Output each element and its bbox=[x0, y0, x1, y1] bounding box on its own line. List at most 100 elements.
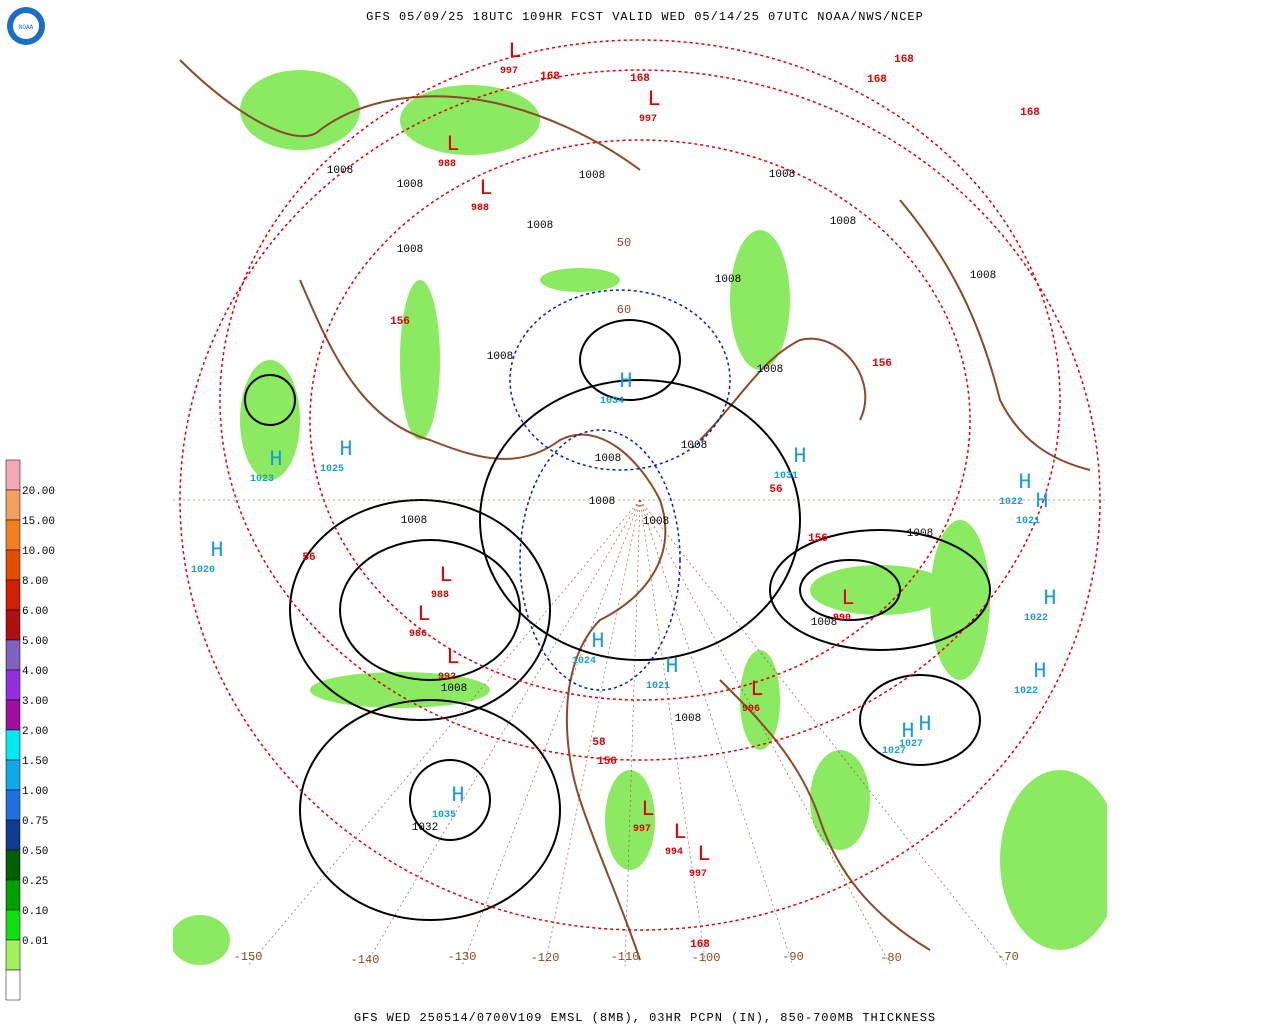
low-center: L bbox=[697, 842, 710, 867]
isobar-label: 1008 bbox=[441, 683, 467, 695]
legend-label: 5.00 bbox=[22, 636, 48, 648]
low-value: 997 bbox=[689, 869, 707, 880]
isobar-label: 1008 bbox=[715, 274, 741, 286]
thickness-label: 156 bbox=[597, 756, 617, 768]
high-value: 1027 bbox=[899, 739, 923, 750]
high-value: 1023 bbox=[250, 474, 274, 485]
isobar-label: 1008 bbox=[681, 440, 707, 452]
high-center: H bbox=[1018, 470, 1031, 495]
footer: GFS WED 250514/0700V109 EMSL (8MB), 03HR… bbox=[354, 1011, 936, 1024]
high-value: 1021 bbox=[1016, 516, 1040, 527]
thickness-label: 168 bbox=[630, 73, 650, 85]
graticule bbox=[173, 499, 1107, 966]
legend-swatch bbox=[5, 879, 21, 911]
isobar-label: 1008 bbox=[579, 170, 605, 182]
high-center: H bbox=[1033, 659, 1046, 684]
legend-label: 0.50 bbox=[22, 846, 48, 858]
low-value: 988 bbox=[438, 159, 456, 170]
legend-label: 3.00 bbox=[22, 696, 48, 708]
low-center: L bbox=[641, 797, 654, 822]
legend-swatch bbox=[5, 759, 21, 791]
legend-label: 0.75 bbox=[22, 816, 48, 828]
low-value: 997 bbox=[639, 114, 657, 125]
isobars bbox=[244, 319, 991, 921]
high-value: 1022 bbox=[999, 497, 1023, 508]
legend-label: 8.00 bbox=[22, 576, 48, 588]
high-center: H bbox=[619, 369, 632, 394]
low-center: L bbox=[446, 132, 459, 157]
legend-label: 0.01 bbox=[22, 936, 49, 948]
thickness-label: 56 bbox=[769, 484, 782, 496]
longitude-label: -110 bbox=[611, 950, 640, 964]
legend-label: 15.00 bbox=[22, 516, 55, 528]
legend-swatch bbox=[5, 579, 21, 611]
legend-swatch bbox=[5, 459, 21, 491]
legend-swatch bbox=[5, 489, 21, 521]
isobar-label: 1008 bbox=[970, 270, 996, 282]
low-center: L bbox=[750, 677, 763, 702]
precip bbox=[173, 70, 1107, 965]
low-center: L bbox=[673, 820, 686, 845]
longitude-label: -80 bbox=[880, 951, 902, 965]
isobar-label: 1032 bbox=[412, 822, 438, 834]
legend-label: 1.00 bbox=[22, 786, 48, 798]
legend-label: 4.00 bbox=[22, 666, 48, 678]
thickness-label: 156 bbox=[872, 358, 892, 370]
thickness-label: 168 bbox=[867, 74, 887, 86]
isobar-label: 1008 bbox=[327, 165, 353, 177]
longitude-label: -120 bbox=[531, 951, 560, 965]
high-value: 1022 bbox=[1014, 686, 1038, 697]
high-center: H bbox=[918, 712, 931, 737]
legend-swatch bbox=[5, 909, 21, 941]
legend-label: 20.00 bbox=[22, 486, 55, 498]
legend-swatch bbox=[5, 789, 21, 821]
legend-label: 10.00 bbox=[22, 546, 55, 558]
high-value: 1031 bbox=[774, 471, 798, 482]
isobar-label: 1008 bbox=[401, 515, 427, 527]
high-value: 1035 bbox=[432, 810, 456, 821]
legend-swatch bbox=[5, 609, 21, 641]
thickness-label: 56 bbox=[302, 552, 315, 564]
legend-swatch bbox=[5, 519, 21, 551]
high-center: H bbox=[451, 783, 464, 808]
high-center: H bbox=[269, 447, 282, 472]
thickness-label: 168 bbox=[690, 939, 710, 951]
low-value: 996 bbox=[742, 704, 760, 715]
legend-swatch bbox=[5, 939, 21, 971]
low-center: L bbox=[417, 602, 430, 627]
low-center: L bbox=[508, 39, 521, 64]
legend-swatch bbox=[5, 699, 21, 731]
thickness-label: 168 bbox=[540, 71, 560, 83]
low-center: L bbox=[439, 563, 452, 588]
cold-thickness bbox=[509, 289, 731, 691]
high-center: H bbox=[210, 538, 223, 563]
longitude-label: -90 bbox=[782, 950, 804, 964]
low-value: 994 bbox=[665, 847, 683, 858]
map bbox=[173, 39, 1107, 966]
thickness-label: 156 bbox=[808, 533, 828, 545]
title: GFS 05/09/25 18UTC 109HR FCST VALID WED … bbox=[366, 10, 924, 24]
high-value: 1021 bbox=[646, 681, 670, 692]
low-value: 988 bbox=[431, 590, 449, 601]
longitude-label: -130 bbox=[448, 950, 477, 964]
isobar-label: 1008 bbox=[397, 179, 423, 191]
high-value: 1025 bbox=[320, 464, 344, 475]
high-value: 1024 bbox=[572, 656, 596, 667]
legend-label: 1.50 bbox=[22, 756, 48, 768]
legend-swatch bbox=[5, 849, 21, 881]
legend-label: 6.00 bbox=[22, 606, 48, 618]
low-value: 986 bbox=[409, 629, 427, 640]
logo-text: NOAA bbox=[19, 24, 34, 31]
thickness-label: 168 bbox=[894, 54, 914, 66]
logo-inner bbox=[13, 13, 39, 39]
thickness-label: 58 bbox=[592, 737, 606, 749]
legend-label: 0.10 bbox=[22, 906, 48, 918]
legend-swatch bbox=[5, 639, 21, 671]
high-center: H bbox=[591, 629, 604, 654]
low-value: 997 bbox=[500, 66, 518, 77]
high-center: H bbox=[339, 437, 352, 462]
legend-swatch bbox=[5, 819, 21, 851]
isobar-label: 1008 bbox=[811, 617, 837, 629]
isobar-label: 1008 bbox=[769, 169, 795, 181]
